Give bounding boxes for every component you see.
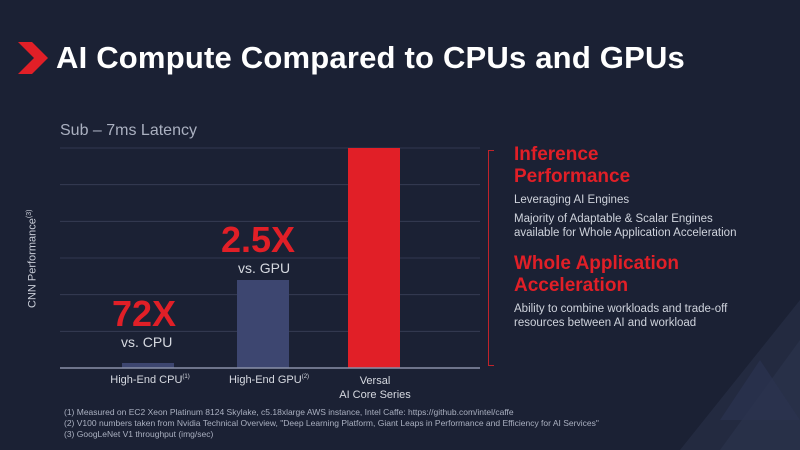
bar-high-end-cpu: [122, 363, 174, 368]
cpu-multiplier: 72X: [112, 293, 177, 334]
x-tick-gpu: High-End GPU(2): [228, 374, 310, 386]
title-bar: AI Compute Compared to CPUs and GPUs: [18, 38, 685, 78]
footnote-3: (3) GoogLeNet V1 throughput (img/sec): [64, 429, 214, 439]
x-tick-versal: Versal AI Core Series: [339, 375, 411, 401]
section1-line3: available for Whole Application Accelera…: [514, 227, 737, 239]
section1-title: Inference Performance: [514, 144, 631, 187]
footnotes: (1) Measured on EC2 Xeon Platinum 8124 S…: [64, 407, 599, 440]
gpu-vs-label: vs. GPU: [238, 260, 291, 276]
section2-line2: resources between AI and workload: [514, 317, 697, 329]
x-tick-cpu: High-End CPU(1): [110, 374, 190, 386]
page-title: AI Compute Compared to CPUs and GPUs: [56, 40, 685, 75]
section1-line1: Leveraging AI Engines: [514, 194, 630, 206]
gpu-multiplier: 2.5X: [221, 219, 296, 260]
section1-line2: Majority of Adaptable & Scalar Engines: [514, 213, 713, 225]
bar-versal-ai-core-series: [348, 148, 400, 368]
side-bracket: [488, 150, 495, 366]
y-axis-label: CNN Performance(3): [26, 209, 39, 308]
section2-title: Whole Application Acceleration: [514, 253, 680, 296]
footnote-1: (1) Measured on EC2 Xeon Platinum 8124 S…: [64, 407, 514, 417]
chevron-right-icon: [18, 42, 48, 74]
footnote-2: (2) V100 numbers taken from Nvidia Techn…: [64, 418, 599, 428]
decorative-triangles: [680, 300, 800, 450]
cpu-vs-label: vs. CPU: [121, 334, 173, 350]
chart-subtitle: Sub – 7ms Latency: [60, 122, 197, 139]
bar-high-end-gpu: [237, 280, 289, 368]
section2-line1: Ability to combine workloads and trade-o…: [514, 303, 728, 315]
